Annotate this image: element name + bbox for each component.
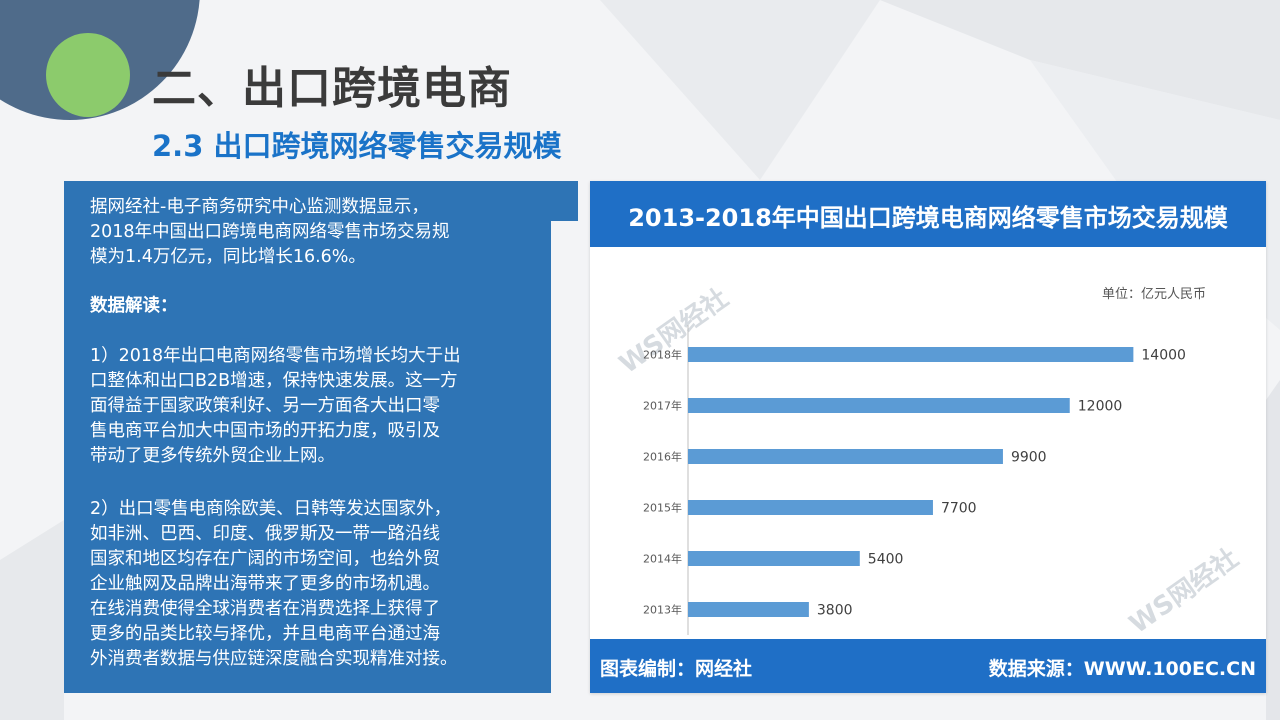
text-line: 口整体和出口B2B增速，保持快速发展。这一方 xyxy=(90,371,458,391)
chart-header-bar: 2013-2018年中国出口跨境电商网络零售市场交易规模 xyxy=(590,181,1266,247)
chart-footer-bar: 图表编制：网经社 数据来源：WWW.100EC.CN xyxy=(590,639,1266,693)
page-subtitle: 2.3 出口跨境网络零售交易规模 xyxy=(152,129,562,163)
bar-2013年 xyxy=(688,602,809,617)
bar-2014年 xyxy=(688,551,860,566)
corner-decoration-green xyxy=(46,33,130,117)
chart-card: 2013-2018年中国出口跨境电商网络零售市场交易规模 WS网经社 WS网经社… xyxy=(590,181,1266,693)
text-line: 2）出口零售电商除欧美、日韩等发达国家外， xyxy=(90,499,452,519)
data-label: 14000 xyxy=(1141,348,1186,364)
page-title: 二、出口跨境电商 xyxy=(152,63,512,114)
bar-chart: 2018年 14000 2017年 12000 2016年 9900 2015年 7700 20… xyxy=(643,325,1216,647)
category-label: 2014年 xyxy=(643,552,682,566)
text-line: 在线消费使得全球消费者在消费选择上获得了 xyxy=(90,599,440,619)
text-line: 面得益于国家政策利好、另一方面各大出口零 xyxy=(90,396,440,416)
category-label: 2017年 xyxy=(643,399,682,413)
bar-2017年 xyxy=(688,398,1070,413)
data-label: 5400 xyxy=(868,552,904,568)
category-label: 2015年 xyxy=(643,501,682,515)
text-line: 带动了更多传统外贸企业上网。 xyxy=(90,446,335,466)
data-label: 7700 xyxy=(941,501,977,517)
text-line: 外消费者数据与供应链深度融合实现精准对接。 xyxy=(90,649,458,669)
point-two-paragraph: 2）出口零售电商除欧美、日韩等发达国家外， 如非洲、巴西、印度、俄罗斯及一带一路… xyxy=(90,497,458,672)
data-label: 9900 xyxy=(1011,450,1047,466)
text-line: 国家和地区均存在广阔的市场空间，也给外贸 xyxy=(90,549,440,569)
chart-title: 2013-2018年中国出口跨境电商网络零售市场交易规模 xyxy=(628,204,1228,232)
category-label: 2018年 xyxy=(643,348,682,362)
text-panel: 据网经社-电子商务研究中心监测数据显示， 2018年中国出口跨境电商网络零售市场… xyxy=(64,181,551,693)
category-label: 2013年 xyxy=(643,603,682,617)
chart-compiler-label: 图表编制：网经社 xyxy=(600,658,753,680)
text-line: 1）2018年出口电商网络零售市场增长均大于出 xyxy=(90,346,461,366)
bar-2018年 xyxy=(688,347,1134,362)
text-line: 售电商平台加大中国市场的开拓力度，吸引及 xyxy=(90,421,440,441)
text-line: 据网经社-电子商务研究中心监测数据显示， xyxy=(90,197,429,217)
intro-paragraph: 据网经社-电子商务研究中心监测数据显示， 2018年中国出口跨境电商网络零售市场… xyxy=(90,195,450,270)
point-one-paragraph: 1）2018年出口电商网络零售市场增长均大于出 口整体和出口B2B增速，保持快速… xyxy=(90,344,461,469)
text-line: 2018年中国出口跨境电商网络零售市场交易规 xyxy=(90,222,450,242)
data-label: 3800 xyxy=(817,603,853,619)
panel-tab-notch xyxy=(551,181,578,221)
interpretation-heading: 数据解读： xyxy=(90,296,178,316)
category-label: 2016年 xyxy=(643,450,682,464)
bar-2015年 xyxy=(688,500,933,515)
text-line: 如非洲、巴西、印度、俄罗斯及一带一路沿线 xyxy=(90,524,440,544)
text-line: 模为1.4万亿元，同比增长16.6%。 xyxy=(90,247,366,267)
unit-label: 单位：亿元人民币 xyxy=(1102,287,1207,302)
data-source-label: 数据来源：WWW.100EC.CN xyxy=(988,658,1256,680)
text-line: 企业触网及品牌出海带来了更多的市场机遇。 xyxy=(90,574,440,594)
text-line: 更多的品类比较与择优，并且电商平台通过海 xyxy=(90,624,440,644)
bar-2016年 xyxy=(688,449,1003,464)
data-label: 12000 xyxy=(1078,399,1123,415)
